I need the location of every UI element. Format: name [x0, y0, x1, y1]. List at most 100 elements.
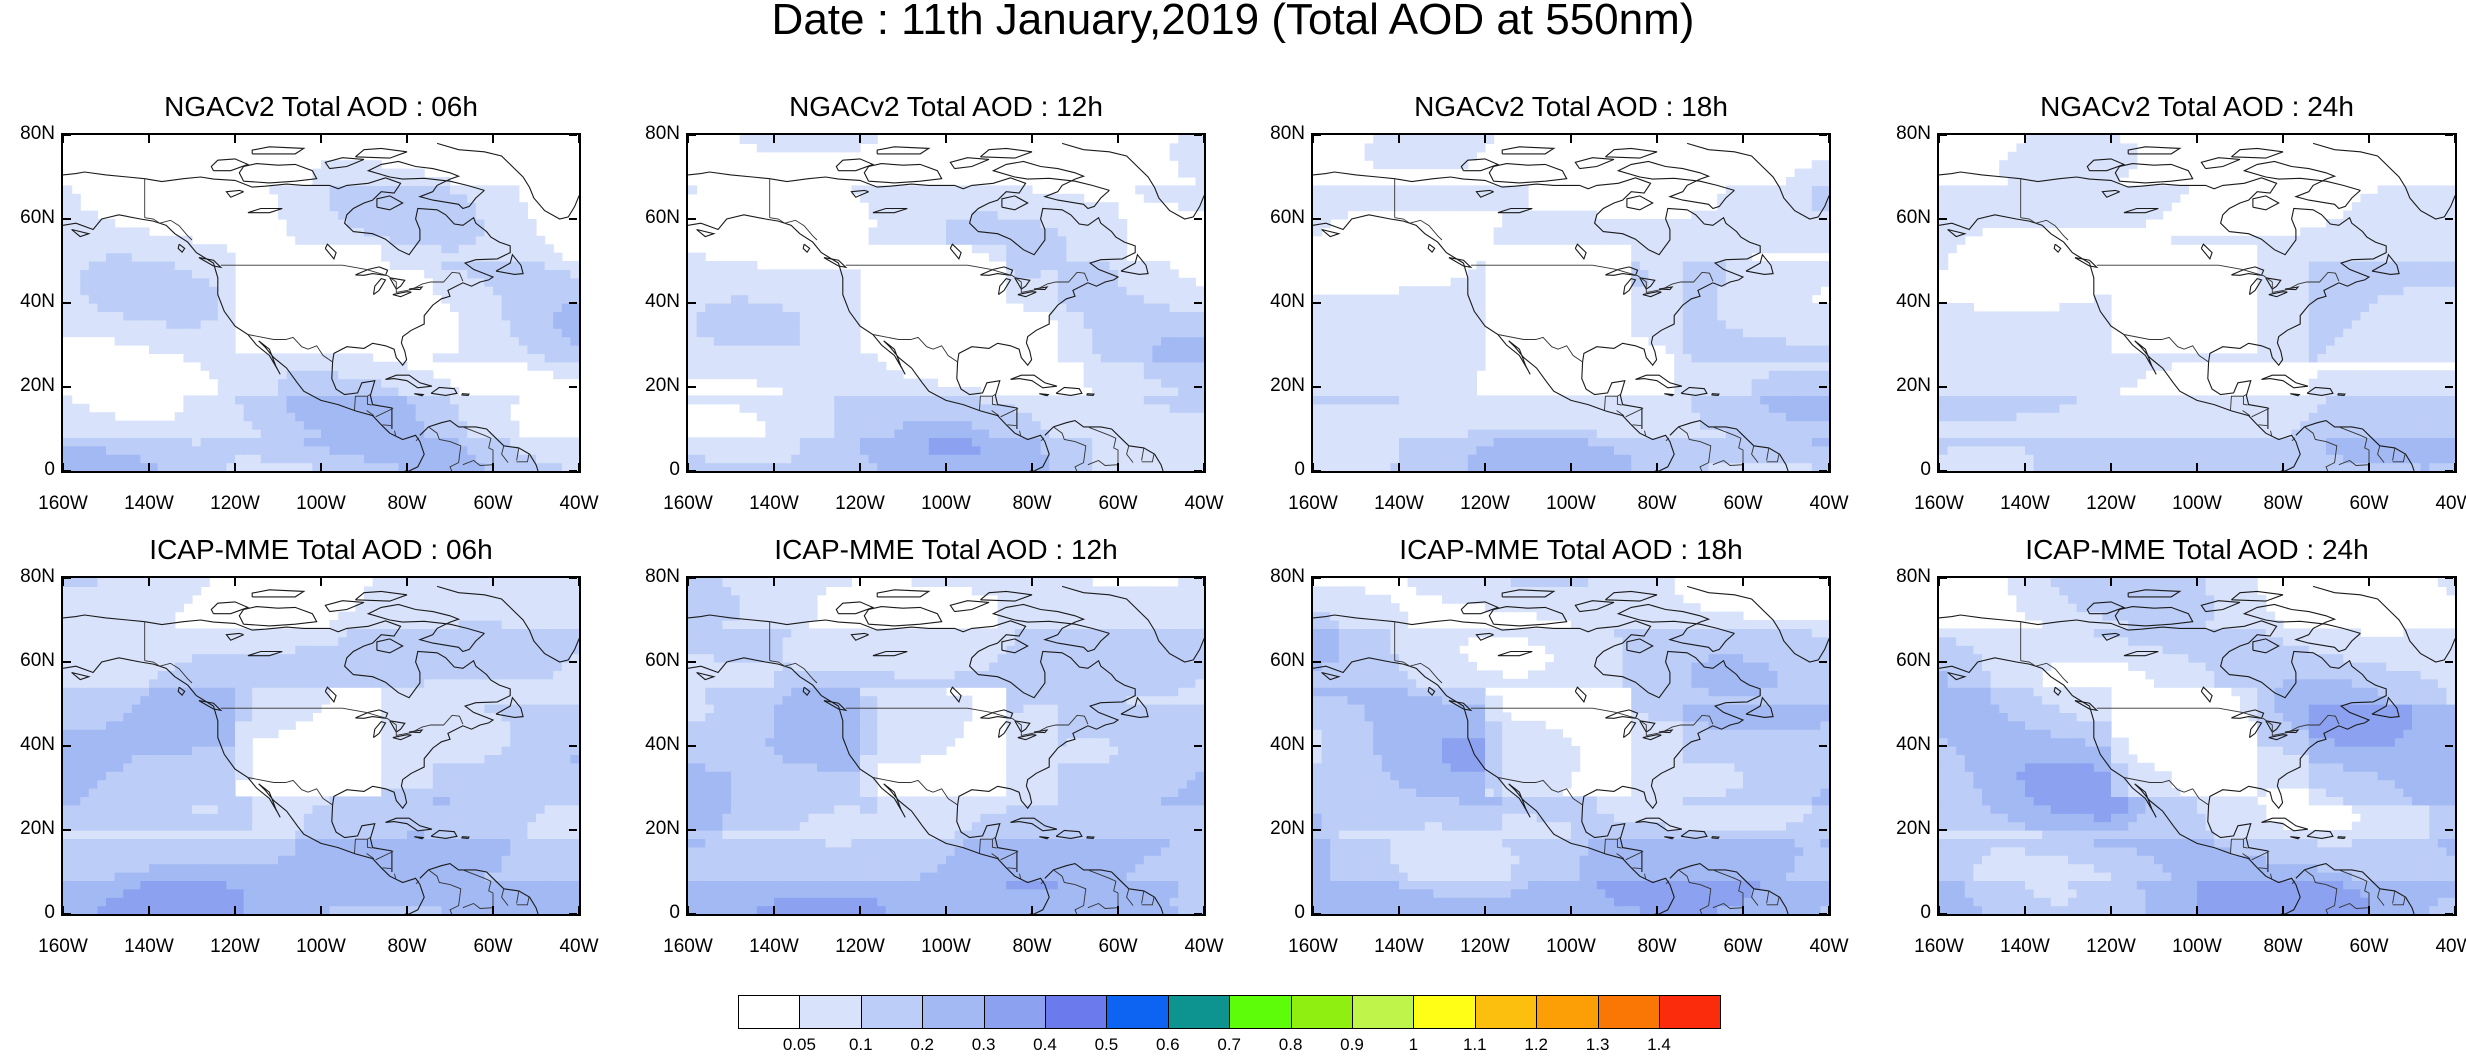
- lon-tick-mark: [406, 135, 408, 143]
- lon-tick-mark: [1312, 135, 1314, 143]
- lon-tick-mark: [1398, 463, 1400, 471]
- aod-map: [63, 142, 579, 471]
- lon-tick-mark: [1570, 135, 1572, 143]
- lat-tick-mark: [1194, 661, 1202, 663]
- lon-tick-mark: [62, 463, 64, 471]
- lat-tick-label: 0: [669, 459, 680, 480]
- lon-tick-label: 160W: [663, 493, 713, 514]
- lat-tick-mark: [688, 745, 696, 747]
- lon-tick-mark: [2454, 906, 2456, 914]
- lat-tick-mark: [1194, 577, 1202, 579]
- lon-tick-mark: [2282, 906, 2284, 914]
- lat-tick-mark: [1194, 829, 1202, 831]
- lat-tick-mark: [569, 134, 577, 136]
- map-frame: [1937, 133, 2457, 473]
- lat-tick-mark: [63, 661, 71, 663]
- lon-tick-label: 120W: [835, 936, 885, 957]
- lon-tick-mark: [148, 578, 150, 586]
- lat-tick-label: 0: [44, 902, 55, 923]
- lon-tick-mark: [406, 578, 408, 586]
- lon-tick-mark: [1031, 135, 1033, 143]
- lat-tick-mark: [569, 577, 577, 579]
- lon-tick-mark: [148, 463, 150, 471]
- lat-tick-mark: [1819, 745, 1827, 747]
- lon-tick-label: 40W: [1809, 493, 1849, 514]
- colorbar-label: 1.4: [1647, 1035, 1671, 1054]
- lat-tick-label: 40N: [20, 734, 55, 755]
- colorbar-label: 1.2: [1524, 1035, 1548, 1054]
- lon-tick-mark: [2282, 578, 2284, 586]
- map-panel: NGACv2 Total AOD : 18h 80N 60N 40N 20N 0 160W 1…: [1270, 91, 1848, 514]
- panel-title: ICAP-MME Total AOD : 24h: [2025, 534, 2369, 565]
- map-frame: [686, 133, 1206, 473]
- lon-tick-mark: [492, 463, 494, 471]
- colorbar-label: 0.6: [1155, 1035, 1180, 1054]
- lat-tick-mark: [569, 913, 577, 915]
- lon-tick-label: 60W: [1098, 936, 1138, 957]
- lat-tick-label: 20N: [1896, 818, 1931, 839]
- lon-tick-mark: [234, 906, 236, 914]
- lon-tick-mark: [578, 578, 580, 586]
- lat-tick-mark: [63, 134, 71, 136]
- panel-title: NGACv2 Total AOD : 24h: [2040, 91, 2354, 122]
- map-panel: ICAP-MME Total AOD : 12h 80N 60N 40N 20N 0 160…: [645, 534, 1223, 957]
- colorbar-label: 1: [1408, 1035, 1419, 1054]
- lat-tick-mark: [2445, 745, 2453, 747]
- lon-tick-label: 60W: [2349, 936, 2389, 957]
- lon-tick-label: 80W: [387, 493, 427, 514]
- lat-tick-mark: [688, 577, 696, 579]
- lat-tick-mark: [63, 218, 71, 220]
- aod-field: [1939, 578, 2455, 914]
- colorbar-swatch: [1045, 995, 1108, 1029]
- map-panel: NGACv2 Total AOD : 24h 80N 60N 40N 20N 0 160W 1…: [1896, 91, 2466, 514]
- lat-tick-mark: [1194, 470, 1202, 472]
- lat-tick-mark: [1939, 302, 1947, 304]
- country-borders: [1394, 178, 1780, 471]
- lon-tick-mark: [492, 135, 494, 143]
- aod-map: [63, 578, 579, 914]
- lat-tick-mark: [2445, 577, 2453, 579]
- lat-tick-mark: [688, 386, 696, 388]
- aod-field: [1313, 135, 1829, 471]
- lon-tick-mark: [2368, 463, 2370, 471]
- lat-tick-mark: [63, 302, 71, 304]
- country-borders: [2020, 621, 2406, 914]
- aod-map: [1939, 578, 2455, 914]
- lon-tick-label: 40W: [1184, 936, 1224, 957]
- lon-tick-mark: [1938, 463, 1940, 471]
- lat-tick-mark: [1939, 386, 1947, 388]
- lon-tick-label: 80W: [2263, 936, 2303, 957]
- lon-tick-mark: [2110, 135, 2112, 143]
- colorbar-label: 0.8: [1278, 1035, 1303, 1054]
- lon-tick-mark: [1938, 578, 1940, 586]
- colorbar-swatch: [1290, 995, 1353, 1029]
- map-frame: [61, 576, 581, 916]
- lon-tick-mark: [773, 463, 775, 471]
- lon-tick-mark: [492, 906, 494, 914]
- lat-tick-label: 40N: [1270, 734, 1305, 755]
- lat-tick-label: 40N: [1270, 291, 1305, 312]
- lon-tick-label: 40W: [559, 493, 599, 514]
- lat-tick-label: 80N: [1270, 566, 1305, 587]
- lat-tick-mark: [1313, 386, 1321, 388]
- lat-tick-label: 80N: [20, 566, 55, 587]
- lon-tick-label: 160W: [663, 936, 713, 957]
- colorbar-swatch: [799, 995, 862, 1029]
- lat-tick-label: 60N: [645, 207, 680, 228]
- lon-tick-mark: [1656, 463, 1658, 471]
- lat-tick-label: 20N: [645, 375, 680, 396]
- lon-tick-mark: [1203, 463, 1205, 471]
- colorbar-label: 0.7: [1217, 1035, 1241, 1054]
- map-panel: ICAP-MME Total AOD : 18h 80N 60N 40N 20N 0 160…: [1270, 534, 1848, 957]
- colorbar-swatch: [1352, 995, 1415, 1029]
- lon-tick-mark: [234, 578, 236, 586]
- coastlines: [688, 142, 1204, 471]
- lat-tick-mark: [569, 302, 577, 304]
- lon-tick-label: 60W: [473, 493, 513, 514]
- lat-tick-mark: [63, 913, 71, 915]
- colorbar-label: 0.3: [971, 1035, 996, 1054]
- lon-tick-mark: [859, 578, 861, 586]
- country-borders: [144, 621, 530, 914]
- lon-tick-mark: [492, 578, 494, 586]
- lon-tick-mark: [148, 906, 150, 914]
